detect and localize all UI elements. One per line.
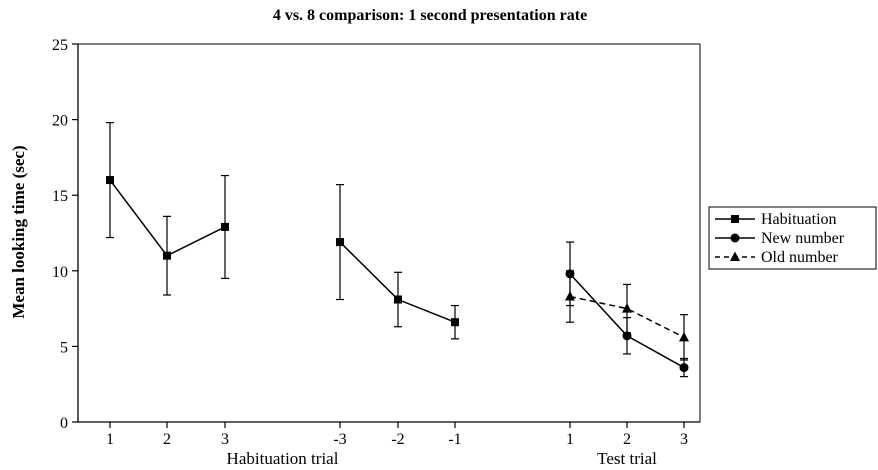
y-tick-label: 25 bbox=[52, 37, 68, 54]
new-number-point bbox=[679, 363, 689, 373]
old-number-line bbox=[569, 295, 685, 338]
x-tick-label: 1 bbox=[106, 431, 114, 448]
old-number-point bbox=[622, 303, 632, 313]
old-number-point bbox=[679, 331, 689, 342]
x-tick-label: 2 bbox=[623, 431, 631, 448]
legend-habituation-label: Habituation bbox=[761, 211, 837, 228]
habituation-point bbox=[394, 295, 402, 304]
legend-old-number-marker bbox=[730, 251, 740, 261]
legend: Habituation New number Old number bbox=[708, 206, 877, 270]
plot-area: 0 5 10 15 20 25 1 2 3 -3 -2 -1 Habituation trial 1 2 3 T… bbox=[52, 37, 701, 468]
x-tick-label: -2 bbox=[391, 431, 404, 448]
habituation-point bbox=[106, 176, 114, 185]
x-tick-label: -3 bbox=[333, 431, 346, 448]
x-tick-label: 1 bbox=[566, 431, 574, 448]
old-number-point bbox=[565, 291, 575, 301]
x-axis-label: Test trial bbox=[597, 449, 657, 468]
y-tick-label: 15 bbox=[52, 188, 68, 205]
x-tick-label: 2 bbox=[163, 431, 171, 448]
legend-new-number-label: New number bbox=[761, 230, 845, 247]
y-tick-label: 10 bbox=[52, 264, 68, 281]
legend-new-number-marker bbox=[730, 233, 740, 243]
y-axis-label: Mean looking time (sec) bbox=[9, 145, 28, 318]
habituation-point bbox=[163, 251, 171, 260]
legend-old-number-label: Old number bbox=[761, 249, 839, 266]
habituation-point bbox=[336, 238, 344, 247]
x-axis-label: Habituation trial bbox=[227, 449, 339, 468]
x-tick-label: 3 bbox=[221, 431, 229, 448]
x-tick-label: -1 bbox=[448, 431, 461, 448]
chart-title: 4 vs. 8 comparison: 1 second presentatio… bbox=[273, 7, 587, 24]
y-tick-label: 0 bbox=[60, 415, 68, 432]
habituation-point bbox=[221, 222, 229, 231]
new-number-point bbox=[622, 331, 632, 341]
y-tick-label: 5 bbox=[60, 339, 68, 356]
y-tick-label: 20 bbox=[52, 113, 68, 130]
legend-habituation-marker bbox=[731, 215, 739, 223]
habituation-point bbox=[451, 318, 459, 327]
x-tick-label: 3 bbox=[680, 431, 688, 448]
